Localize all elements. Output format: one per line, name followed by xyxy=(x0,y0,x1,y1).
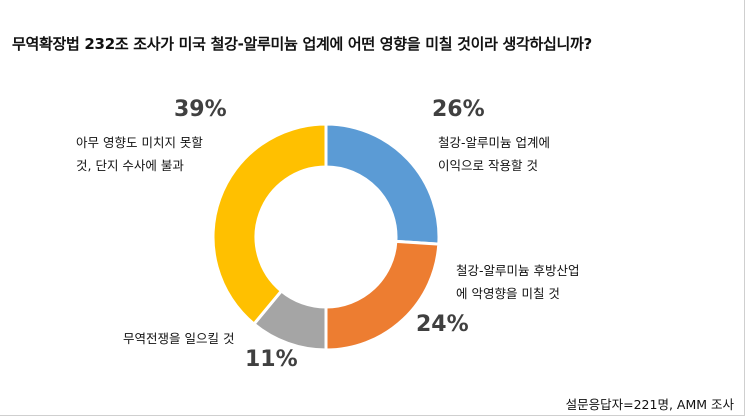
slice-value-label-1: 26% xyxy=(432,97,485,122)
slice-category-label-3: 무역전쟁을 일으킬 것 xyxy=(123,327,234,350)
slice-category-label-1-line-1: 철강-알루미늄 업계에 xyxy=(438,135,550,150)
chart-title: 무역확장법 232조 조사가 미국 철강-알루미늄 업계에 어떤 영향을 미칠 … xyxy=(12,35,592,53)
slice-category-label-4-line-2: 것, 단지 수사에 불과 xyxy=(76,158,184,173)
slice-category-label-4-line-1: 아무 영향도 미치지 못할 xyxy=(76,135,203,150)
slice-category-label-2-line-1: 철강-알루미늄 후방산업 xyxy=(456,263,580,278)
slice-value-label-4: 39% xyxy=(174,97,227,122)
donut-slice-1 xyxy=(324,122,441,246)
slice-category-label-1-line-2: 이익으로 작용할 것 xyxy=(438,158,538,173)
slice-category-label-1: 철강-알루미늄 업계에 이익으로 작용할 것 xyxy=(438,131,550,177)
slice-category-label-2: 철강-알루미늄 후방산업 에 악영향을 미칠 것 xyxy=(456,259,579,305)
donut-slice-4 xyxy=(211,122,328,327)
slice-category-label-3-line-1: 무역전쟁을 일으킬 것 xyxy=(123,331,235,346)
survey-footnote: 설문응답자=221명, AMM 조사 xyxy=(565,397,734,412)
slice-value-label-2: 24% xyxy=(416,312,469,337)
slice-category-label-4: 아무 영향도 미치지 못할 것, 단지 수사에 불과 xyxy=(76,131,203,177)
slice-category-label-2-line-2: 에 악영향을 미칠 것 xyxy=(456,286,560,301)
slice-value-label-3: 11% xyxy=(245,347,298,372)
